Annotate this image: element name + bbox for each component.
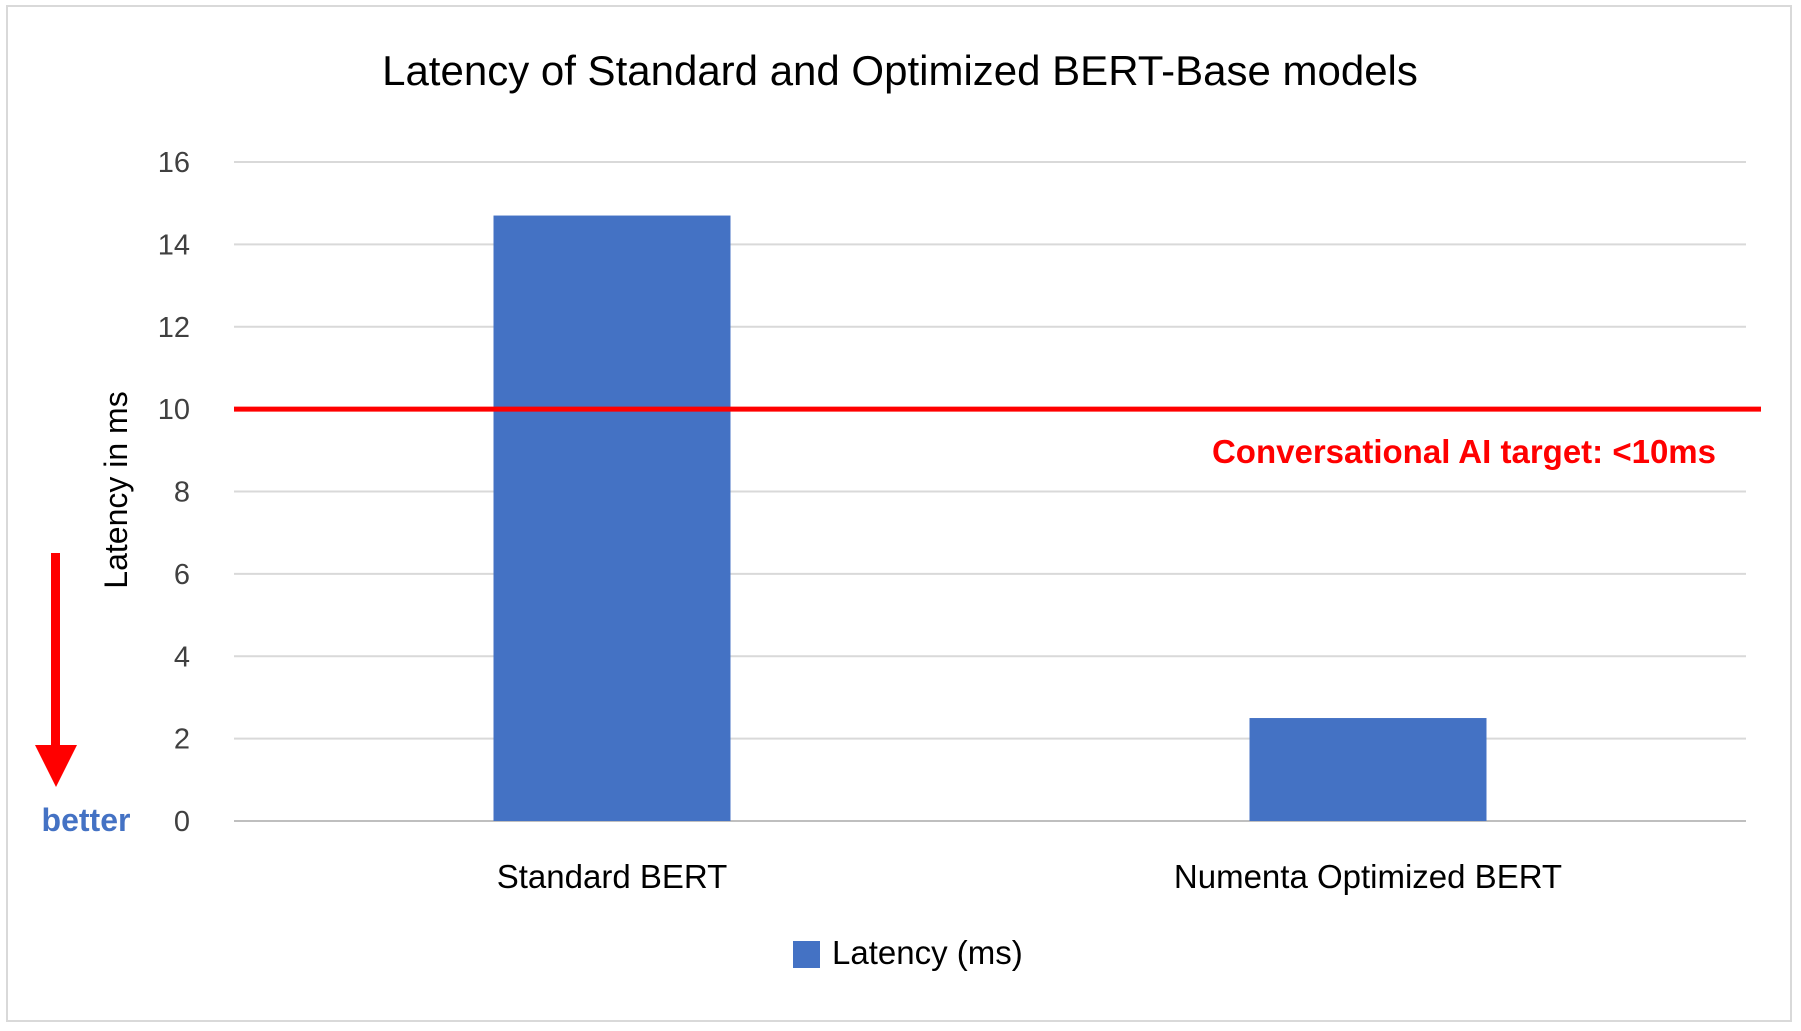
chart-title: Latency of Standard and Optimized BERT-B… bbox=[382, 47, 1418, 94]
legend-label: Latency (ms) bbox=[832, 934, 1023, 971]
y-tick-label: 6 bbox=[174, 559, 190, 591]
y-tick-labels: 0 2 4 6 8 10 12 14 16 bbox=[158, 147, 190, 838]
y-tick-label: 0 bbox=[174, 806, 190, 838]
y-tick-label: 14 bbox=[158, 229, 190, 261]
gridlines bbox=[234, 161, 1746, 822]
x-category-labels: Standard BERT Numenta Optimized BERT bbox=[497, 858, 1562, 895]
y-axis-label: Latency in ms bbox=[98, 391, 134, 588]
x-category-label: Numenta Optimized BERT bbox=[1174, 858, 1562, 895]
bar bbox=[1249, 718, 1487, 821]
y-tick-label: 2 bbox=[174, 724, 190, 756]
y-tick-label: 4 bbox=[174, 641, 190, 673]
bar bbox=[493, 215, 731, 821]
y-tick-label: 16 bbox=[158, 147, 190, 179]
chart-frame bbox=[6, 5, 1792, 1022]
legend-swatch bbox=[793, 941, 820, 968]
down-arrow-icon bbox=[35, 745, 77, 787]
bars bbox=[493, 215, 1487, 821]
x-category-label: Standard BERT bbox=[497, 858, 728, 895]
y-tick-label: 10 bbox=[158, 394, 190, 426]
better-indicator: better bbox=[35, 553, 130, 838]
reference-line-label: Conversational AI target: <10ms bbox=[1212, 433, 1716, 470]
better-arrow-shaft bbox=[51, 553, 60, 748]
legend: Latency (ms) bbox=[793, 934, 1023, 971]
better-label: better bbox=[42, 802, 131, 838]
y-tick-label: 8 bbox=[174, 477, 190, 509]
y-tick-label: 12 bbox=[158, 312, 190, 344]
